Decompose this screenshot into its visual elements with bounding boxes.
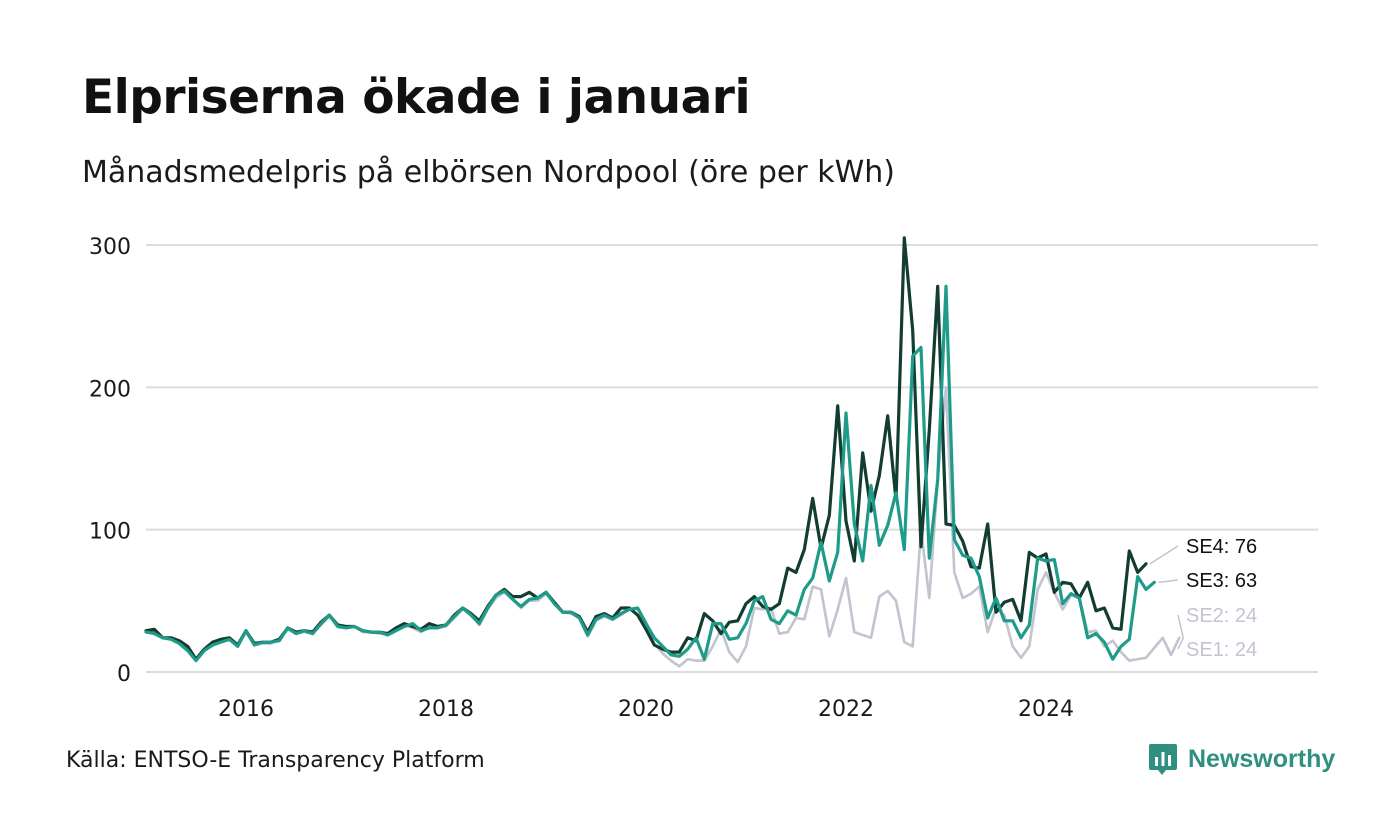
x-tick-label: 2020 (618, 697, 674, 722)
x-tick-label: 2016 (218, 697, 274, 722)
series-line-se1 (144, 386, 1181, 668)
y-axis-tick-labels: 0 100 200 300 (89, 235, 131, 687)
newsworthy-logo-icon (1149, 744, 1177, 775)
brand-name: Newsworthy (1188, 744, 1336, 773)
x-tick-label: 2022 (818, 697, 874, 722)
series-line-se3 (144, 284, 1156, 663)
label-leader-line (1177, 637, 1185, 650)
series-lines (144, 236, 1181, 668)
end-label-se2: SE2: 24 (1186, 605, 1257, 627)
end-label-se1: SE1: 24 (1186, 639, 1257, 661)
brand-logo: Newsworthy (1148, 742, 1335, 776)
x-axis-tick-labels: 2016 2018 2020 2022 2024 (218, 697, 1074, 722)
chart-title: Elpriserna ökade i januari (82, 70, 751, 125)
y-tick-label: 100 (89, 520, 131, 545)
source-note: Källa: ENTSO-E Transparency Platform (66, 748, 485, 773)
series-line-se4 (144, 236, 1148, 661)
end-label-se4: SE4: 76 (1186, 536, 1257, 558)
label-leader-line (1149, 545, 1179, 565)
y-tick-label: 300 (89, 235, 131, 260)
end-label-se3: SE3: 63 (1186, 570, 1257, 592)
x-tick-label: 2018 (418, 697, 474, 722)
label-leader-line (1158, 579, 1179, 584)
grid-lines (146, 244, 1318, 673)
chart-subtitle: Månadsmedelpris på elbörsen Nordpool (ör… (82, 155, 895, 190)
y-tick-label: 200 (89, 377, 131, 402)
y-tick-label: 0 (117, 662, 131, 687)
x-tick-label: 2024 (1018, 697, 1074, 722)
series-line-se2 (144, 386, 1181, 668)
series-end-labels: SE2: 24 SE1: 24 SE4: 76 SE3: 63 (1149, 536, 1257, 661)
label-leader-line (1177, 614, 1185, 639)
